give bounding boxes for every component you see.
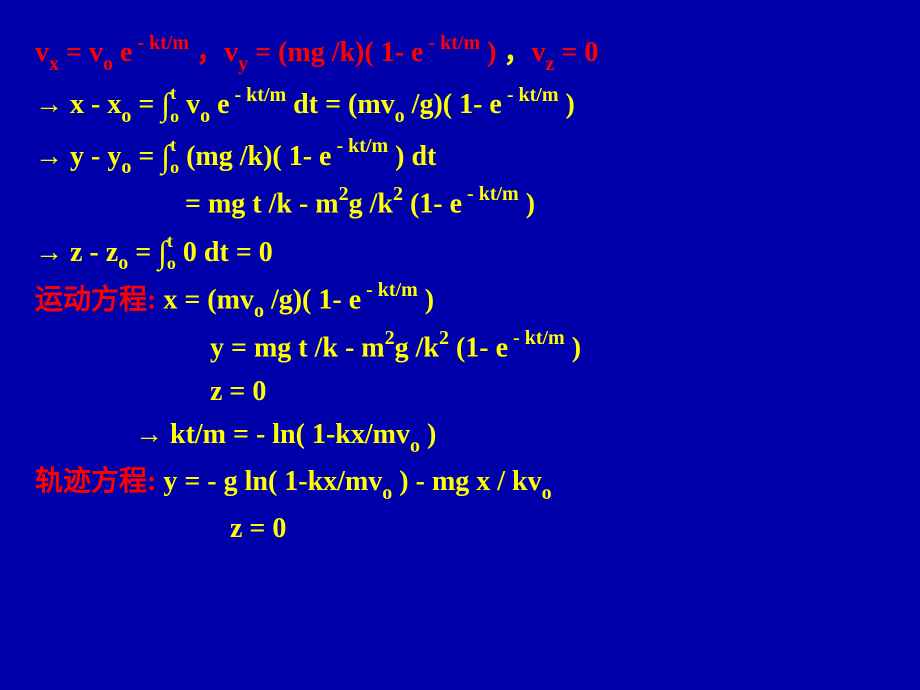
- equation-line-7: y = mg t /k - m2g /k2 (1- e - kt/m ): [35, 325, 885, 370]
- equation-line-3: → y - yo = ∫to (mg /k)( 1- e - kt/m ) dt: [35, 130, 885, 182]
- equation-line-6: 运动方程: x = (mvo /g)( 1- e - kt/m ): [35, 277, 885, 325]
- equation-line-4: = mg t /k - m2g /k2 (1- e - kt/m ): [35, 181, 885, 226]
- equation-line-1: vx = vo e - kt/m ，vy = (mg /k)( 1- e - k…: [35, 30, 885, 78]
- equation-line-10: 轨迹方程: y = - g ln( 1-kx/mvo ) - mg x / kv…: [35, 460, 885, 507]
- equation-line-11: z = 0: [35, 507, 885, 550]
- equation-line-2: → x - xo = ∫to vo e - kt/m dt = (mvo /g)…: [35, 78, 885, 130]
- motion-equation-label: 运动方程:: [35, 285, 156, 316]
- trajectory-equation-label: 轨迹方程:: [35, 466, 156, 497]
- equation-line-5: → z - zo = ∫to 0 dt = 0: [35, 226, 885, 278]
- equation-line-8: z = 0: [35, 370, 885, 413]
- equation-line-9: → kt/m = - ln( 1-kx/mvo ): [35, 413, 885, 460]
